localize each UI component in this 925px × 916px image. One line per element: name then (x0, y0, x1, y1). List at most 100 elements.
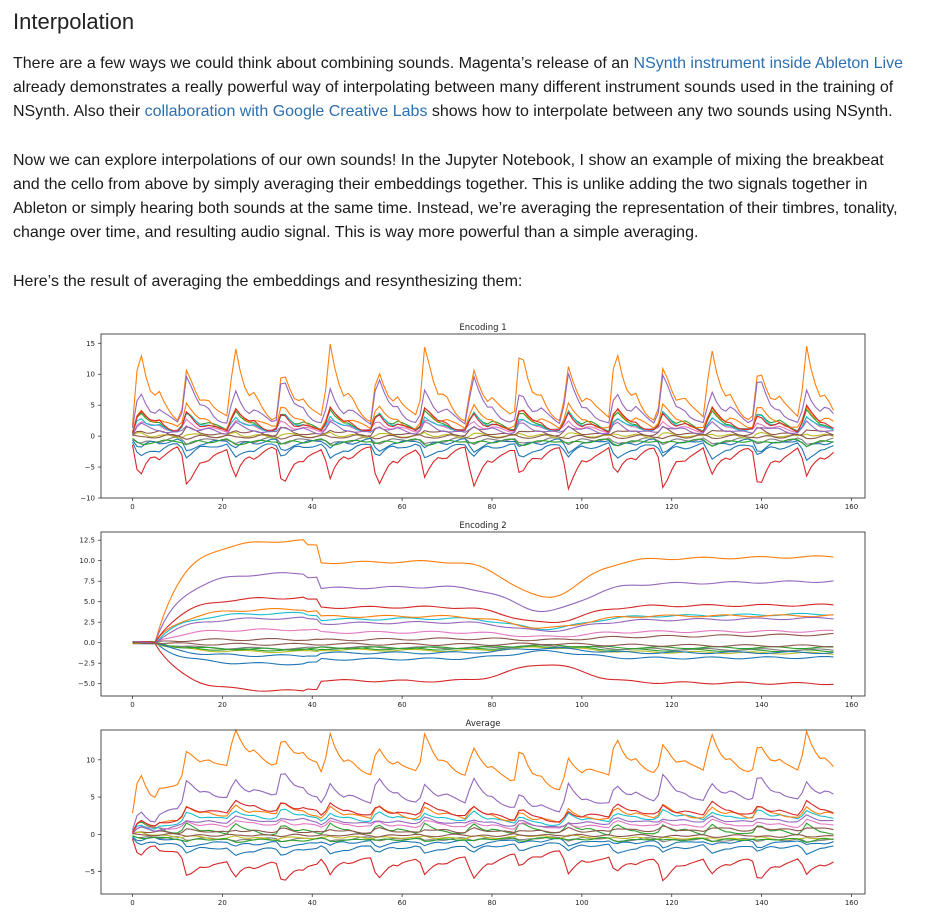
series-line-11 (132, 642, 834, 658)
page-title: Interpolation (13, 9, 135, 34)
y-tick-label: −10 (80, 495, 95, 503)
y-tick-label: 0 (91, 831, 95, 839)
x-tick-label: 80 (488, 701, 497, 709)
intro-paragraph: There are a few ways we could think abou… (13, 52, 913, 124)
x-tick-label: 100 (575, 701, 588, 709)
series-line-9 (132, 831, 834, 841)
series-line-6 (132, 632, 834, 645)
x-tick-label: 120 (665, 503, 678, 511)
x-tick-label: 0 (130, 899, 134, 907)
series-line-16 (132, 832, 834, 838)
series-line-15 (132, 616, 834, 644)
series-line-10 (132, 611, 834, 645)
series-line-1 (131, 442, 834, 462)
y-tick-label: 5 (91, 402, 95, 410)
series-line-10 (131, 410, 834, 433)
encoding-figure: Encoding 10 20 40 60 80 100 120 140 160151050−5−… (78, 323, 866, 907)
series-line-13 (132, 437, 834, 448)
plot-frame (100, 333, 866, 499)
y-tick-label: −5.0 (78, 680, 95, 688)
series-line-2 (131, 728, 834, 814)
series-line-16 (132, 433, 834, 440)
x-tick-label: 160 (845, 701, 858, 709)
x-tick-label: 40 (308, 899, 317, 907)
y-tick-label: 10 (86, 371, 95, 379)
series-line-14 (132, 799, 834, 834)
series-line-2 (132, 539, 834, 644)
series-line-2 (131, 343, 834, 426)
y-tick-label: −5 (85, 464, 95, 472)
article: Interpolation There are a few ways we co… (13, 0, 913, 290)
series-line-3 (132, 821, 834, 836)
nsynth-ableton-link[interactable]: NSynth instrument inside Ableton Live (633, 55, 903, 72)
para1-text-3: shows how to interpolate between any two… (427, 103, 893, 120)
series-line-12 (131, 401, 834, 432)
series-line-4 (131, 838, 834, 882)
series-line-15 (132, 420, 834, 437)
x-tick-label: 100 (575, 899, 588, 907)
series-line-4 (132, 642, 834, 692)
x-tick-label: 140 (755, 701, 768, 709)
y-tick-label: −2.5 (78, 660, 95, 668)
series-line-5 (132, 572, 834, 645)
y-tick-label: 5 (91, 794, 95, 802)
series-line-13 (132, 835, 834, 844)
chart-panel-2: Encoding 2 0 20 40 60 80 100 120 140 160 12.5 10.0 7… (78, 521, 866, 709)
para1-text-2: already demonstrates a really powerful w… (13, 79, 894, 120)
series-line-15 (132, 814, 834, 835)
series-line-9 (132, 431, 834, 440)
series-line-14 (132, 596, 834, 644)
y-tick-label: 12.5 (79, 537, 95, 545)
series-line-12 (132, 607, 834, 645)
x-tick-label: 40 (308, 503, 317, 511)
chart-panel-1: Encoding 1 0 20 40 60 80 100 120 140 160 15 10 5 0 −5 −… (80, 323, 866, 511)
interpolation-paragraph: Now we can explore interpolations of our… (13, 152, 898, 241)
result-paragraph: Here’s the result of averaging the embed… (13, 273, 523, 290)
y-tick-label: 10.0 (79, 557, 95, 565)
series-group (131, 343, 834, 491)
x-tick-label: 80 (488, 503, 497, 511)
series-group (132, 539, 834, 692)
chart-title: Encoding 2 (459, 521, 506, 531)
y-tick-label: 5.0 (84, 598, 95, 606)
y-tick-label: 15 (86, 340, 95, 348)
x-tick-label: 0 (130, 701, 134, 709)
x-tick-label: 60 (398, 701, 407, 709)
series-line-11 (132, 836, 834, 849)
x-tick-label: 60 (398, 899, 407, 907)
series-line-7 (132, 818, 834, 834)
x-tick-label: 120 (665, 899, 678, 907)
x-tick-label: 60 (398, 503, 407, 511)
series-line-7 (132, 628, 834, 644)
x-tick-label: 120 (665, 701, 678, 709)
x-tick-label: 80 (488, 899, 497, 907)
x-tick-label: 160 (845, 503, 858, 511)
x-tick-label: 20 (218, 701, 227, 709)
chart-title: Average (466, 719, 501, 729)
x-tick-label: 100 (575, 503, 588, 511)
creative-labs-link[interactable]: collaboration with Google Creative Labs (144, 103, 428, 120)
y-tick-label: 10 (86, 756, 95, 764)
series-line-10 (132, 808, 834, 833)
para1-text-1: There are a few ways we could think abou… (13, 55, 634, 72)
x-tick-label: 140 (755, 899, 768, 907)
x-tick-label: 160 (845, 899, 858, 907)
y-tick-label: 0 (91, 433, 95, 441)
x-tick-label: 140 (755, 503, 768, 511)
y-tick-label: 0.0 (84, 639, 95, 647)
y-tick-label: −5 (85, 868, 95, 876)
series-line-5 (131, 773, 834, 831)
x-tick-label: 20 (218, 503, 227, 511)
series-line-16 (132, 641, 834, 648)
series-line-1 (132, 641, 834, 666)
y-tick-label: 2.5 (84, 619, 95, 627)
series-line-14 (131, 403, 834, 434)
x-tick-label: 20 (218, 899, 227, 907)
series-line-5 (131, 373, 834, 428)
series-group (131, 728, 834, 882)
series-line-4 (131, 444, 834, 491)
x-tick-label: 0 (130, 503, 134, 511)
chart-title: Encoding 1 (459, 323, 506, 333)
series-line-6 (132, 825, 834, 835)
plot-frame (100, 729, 866, 895)
